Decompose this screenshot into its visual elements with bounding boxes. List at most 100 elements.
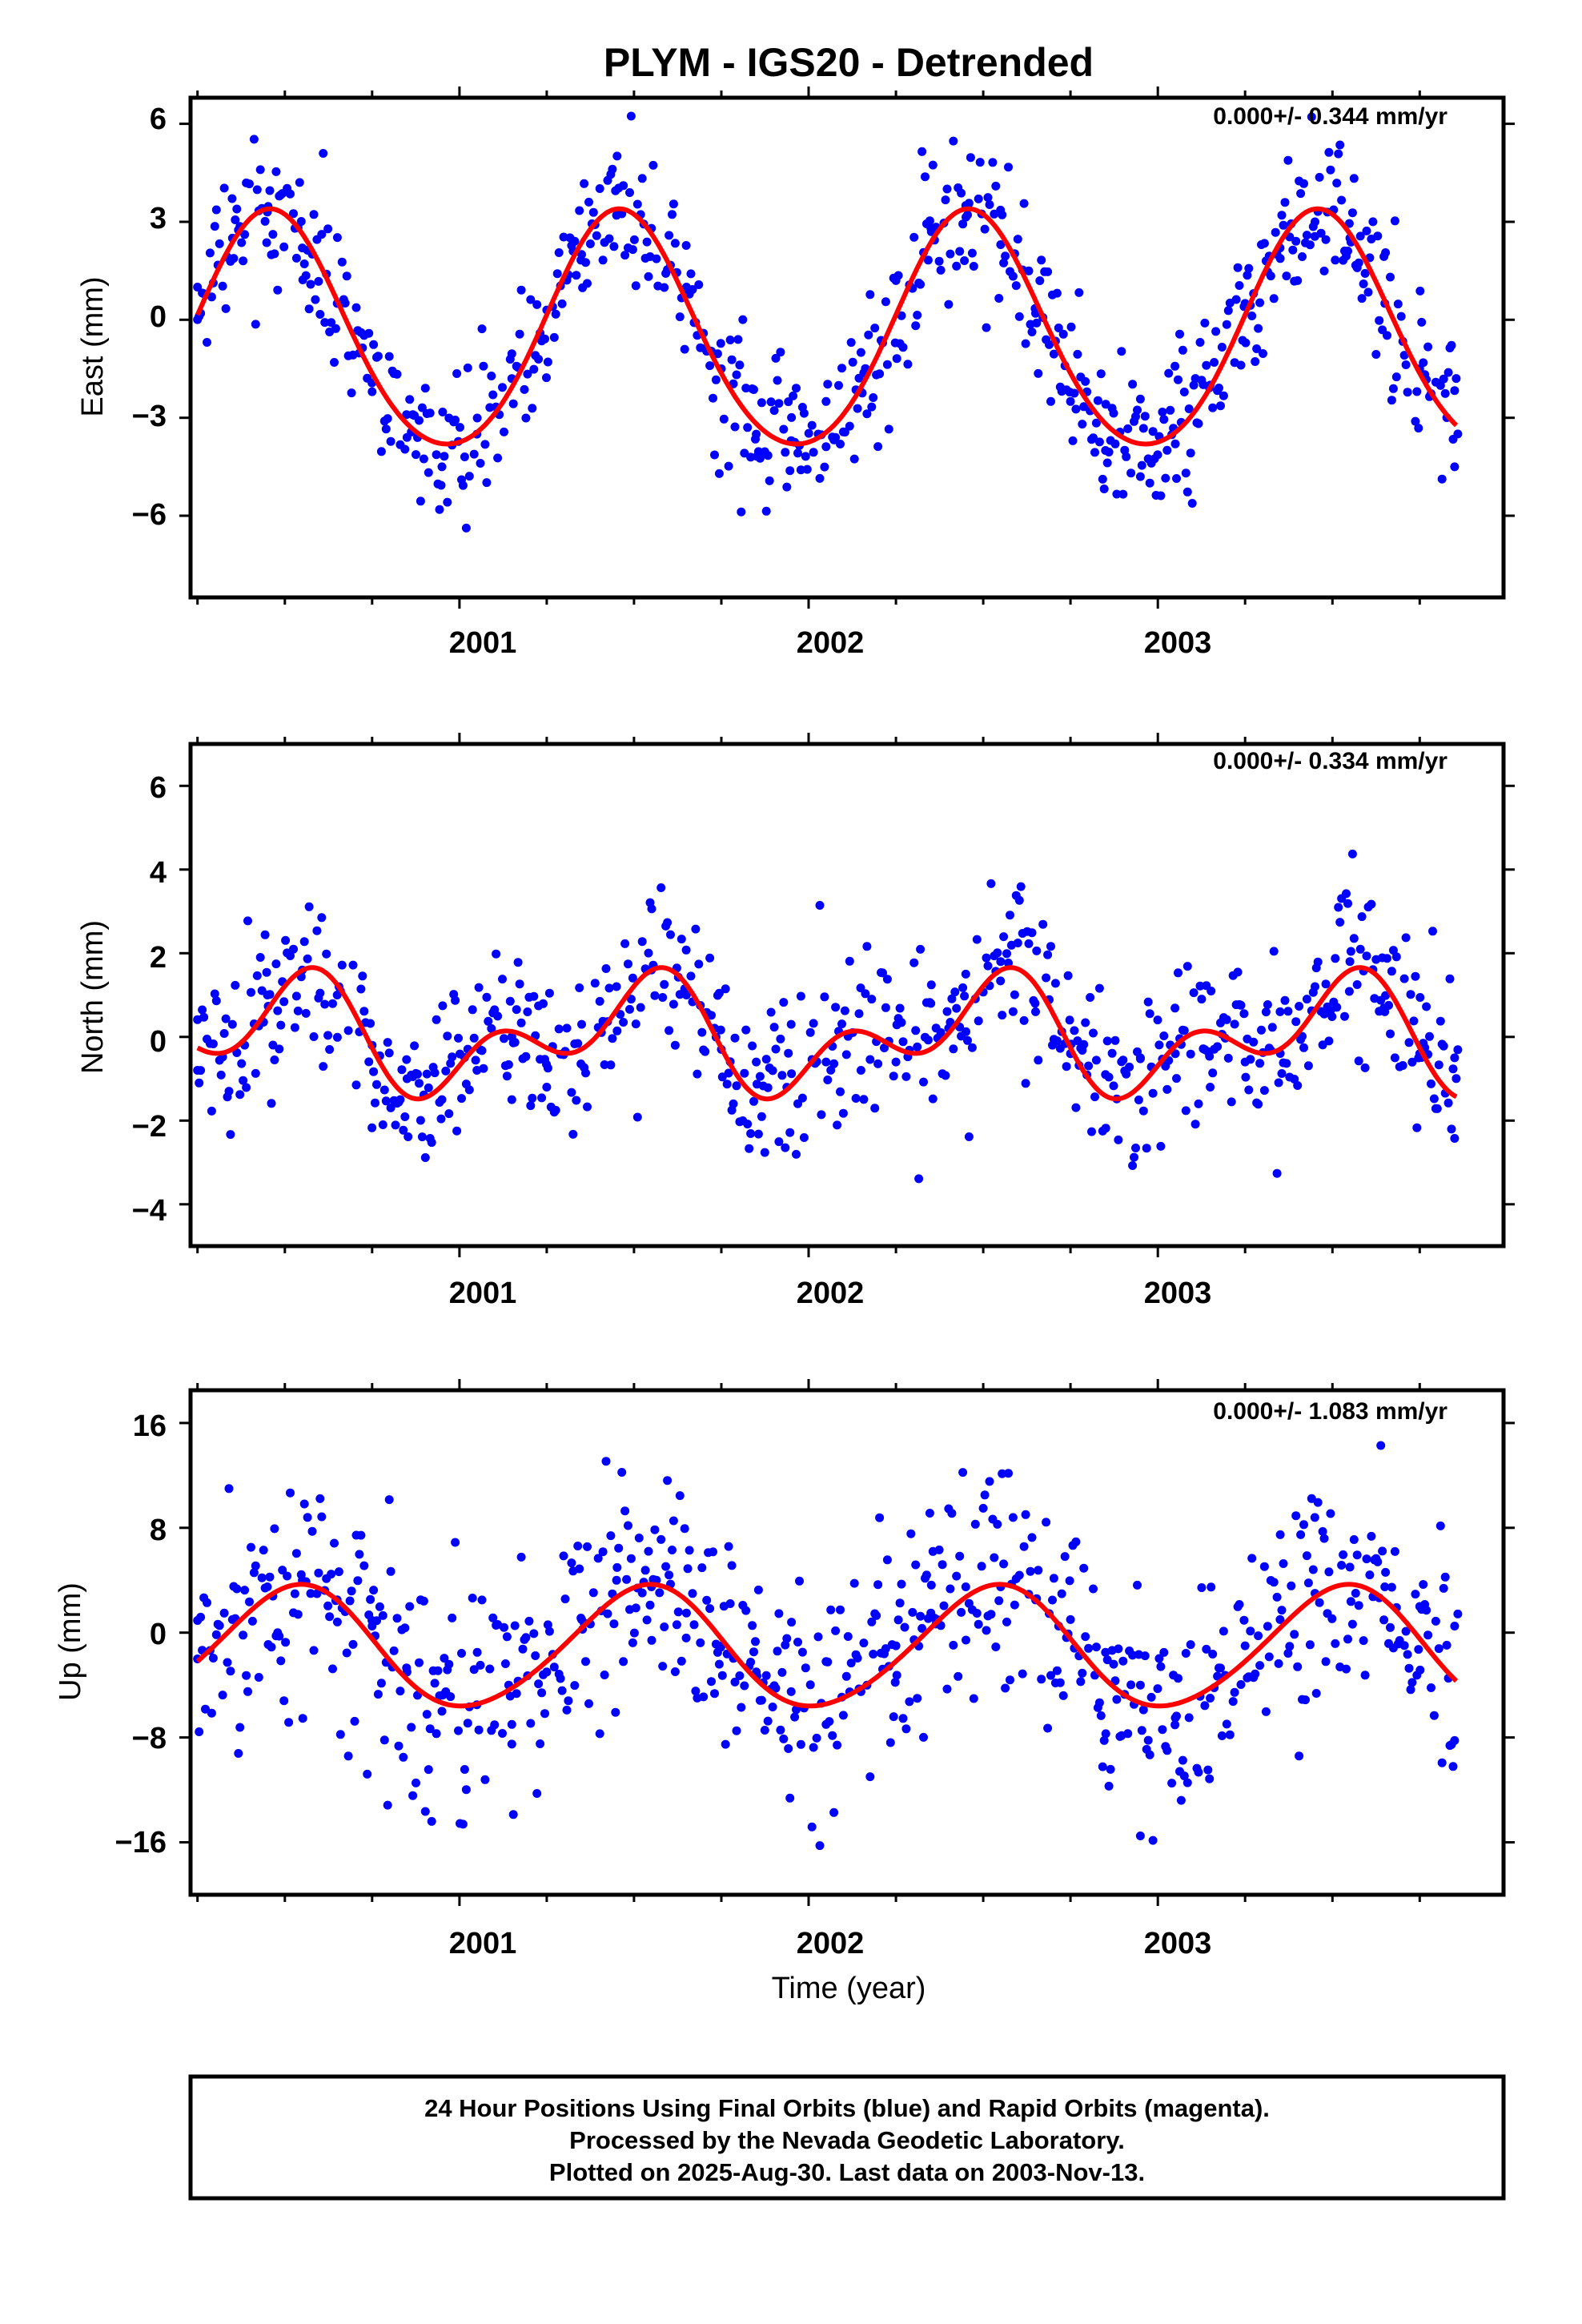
east-data-point	[941, 195, 950, 205]
east-data-point	[1360, 268, 1370, 278]
up-data-point	[342, 1648, 351, 1658]
up-data-point	[821, 1719, 831, 1729]
east-data-point	[1354, 258, 1363, 267]
up-data-point	[405, 1602, 415, 1611]
east-data-point	[1140, 412, 1150, 421]
north-data-point	[1391, 952, 1401, 962]
east-data-point	[1071, 404, 1081, 414]
north-data-point	[1091, 1055, 1101, 1065]
east-data-point	[210, 222, 219, 231]
north-data-point	[916, 944, 926, 954]
north-x-tick-2002: 2002	[797, 1277, 865, 1310]
east-data-point	[892, 354, 901, 364]
east-data-point	[921, 172, 930, 182]
east-data-point	[227, 194, 237, 203]
up-data-point	[911, 1560, 921, 1570]
north-data-point	[369, 1067, 379, 1076]
east-data-point	[1417, 317, 1427, 327]
north-y-axis-label: North (mm)	[76, 920, 110, 1074]
up-data-point	[1307, 1494, 1316, 1503]
up-data-point	[900, 1622, 909, 1632]
north-data-point	[1013, 939, 1022, 947]
north-data-point	[601, 964, 611, 973]
east-y-tick-minus3: −3	[132, 400, 167, 433]
north-data-point	[786, 1019, 796, 1029]
north-data-point	[1223, 1053, 1233, 1063]
up-data-point	[921, 1570, 931, 1580]
north-data-point	[746, 1129, 756, 1138]
up-data-point	[732, 1726, 741, 1735]
north-data-point	[840, 1006, 849, 1015]
east-data-point	[1099, 485, 1109, 493]
north-data-point	[749, 1096, 758, 1106]
east-data-point	[207, 292, 216, 302]
east-data-point	[296, 217, 306, 226]
up-data-point	[898, 1714, 908, 1723]
east-data-point	[752, 429, 761, 439]
up-data-point	[665, 1570, 674, 1580]
up-data-point	[843, 1632, 853, 1641]
up-data-point	[647, 1635, 656, 1645]
up-data-point	[1308, 1565, 1318, 1574]
north-data-point	[1398, 1061, 1407, 1070]
east-data-point	[1288, 245, 1298, 255]
up-data-point	[841, 1671, 851, 1681]
north-data-point	[1197, 995, 1207, 1004]
north-data-point	[227, 1019, 237, 1029]
up-data-point	[245, 1597, 254, 1606]
north-data-point	[1349, 934, 1359, 943]
up-data-point	[1235, 1600, 1244, 1609]
north-data-point	[293, 1006, 303, 1015]
north-data-point	[1354, 1056, 1363, 1066]
chart-title: PLYM - IGS20 - Detrended	[604, 40, 1094, 85]
up-data-point	[524, 1616, 534, 1626]
east-data-point	[1386, 272, 1395, 282]
east-data-point	[415, 416, 424, 425]
east-data-point	[384, 352, 394, 361]
up-data-point	[1387, 1582, 1396, 1592]
up-data-point	[1450, 1622, 1460, 1630]
up-rate-label: 0.000+/- 1.083 mm/yr	[1213, 1398, 1447, 1425]
east-data-point	[821, 442, 831, 452]
east-data-point	[271, 167, 281, 176]
north-data-point	[1046, 942, 1055, 951]
north-data-point	[1415, 993, 1425, 1002]
up-data-point	[889, 1712, 898, 1722]
north-data-point	[367, 1123, 377, 1132]
east-data-point	[749, 385, 758, 394]
up-data-point	[518, 1644, 528, 1654]
north-data-point	[320, 999, 330, 1009]
north-data-point	[693, 1069, 702, 1079]
north-data-point	[730, 1033, 740, 1043]
up-data-point	[685, 1546, 694, 1555]
up-data-point	[675, 1491, 685, 1501]
east-data-point	[1315, 172, 1324, 182]
north-data-point	[705, 953, 715, 963]
up-data-point	[448, 1613, 457, 1622]
north-data-point	[619, 1018, 628, 1027]
up-data-point	[961, 1582, 970, 1591]
up-data-point	[1170, 1713, 1180, 1723]
up-data-point	[680, 1524, 689, 1534]
east-data-point	[1259, 349, 1267, 358]
east-data-point	[740, 448, 749, 458]
north-data-point	[281, 935, 291, 945]
east-data-point	[1299, 179, 1308, 188]
north-data-point	[504, 1059, 513, 1069]
east-data-point	[437, 462, 447, 472]
east-data-point	[737, 507, 746, 517]
east-data-point	[347, 388, 356, 398]
east-data-point	[1241, 338, 1251, 348]
east-data-point	[543, 357, 552, 367]
up-data-point	[1118, 1656, 1128, 1666]
north-data-point	[1331, 954, 1340, 963]
north-data-point	[372, 1080, 381, 1089]
east-data-point	[240, 230, 250, 239]
up-data-point	[777, 1667, 787, 1677]
up-data-point	[1076, 1677, 1086, 1687]
east-data-point	[1027, 328, 1037, 336]
north-data-point	[1154, 1040, 1164, 1050]
up-data-point	[601, 1457, 611, 1466]
east-data-point	[802, 464, 812, 474]
up-data-point	[1411, 1590, 1420, 1599]
